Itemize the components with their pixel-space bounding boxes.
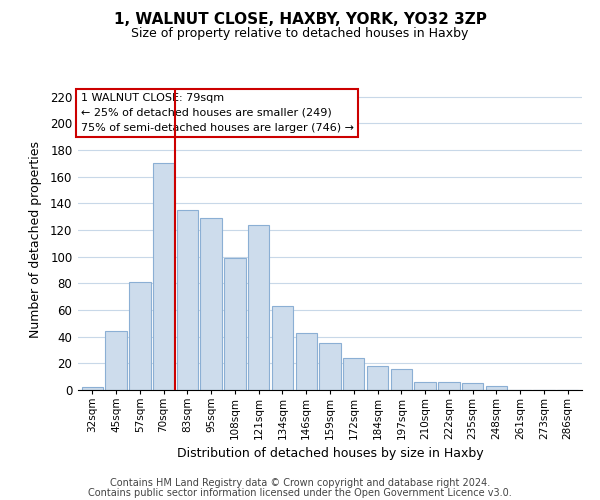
Bar	[367, 366, 388, 390]
Bar	[248, 224, 269, 390]
Text: 1, WALNUT CLOSE, HAXBY, YORK, YO32 3ZP: 1, WALNUT CLOSE, HAXBY, YORK, YO32 3ZP	[113, 12, 487, 28]
Text: Contains public sector information licensed under the Open Government Licence v3: Contains public sector information licen…	[88, 488, 512, 498]
Bar	[415, 382, 436, 390]
Text: Size of property relative to detached houses in Haxby: Size of property relative to detached ho…	[131, 28, 469, 40]
Bar	[319, 344, 341, 390]
Bar	[106, 332, 127, 390]
Bar	[129, 282, 151, 390]
X-axis label: Distribution of detached houses by size in Haxby: Distribution of detached houses by size …	[176, 448, 484, 460]
Bar	[272, 306, 293, 390]
Bar	[200, 218, 222, 390]
Bar	[224, 258, 245, 390]
Y-axis label: Number of detached properties: Number of detached properties	[29, 142, 42, 338]
Bar	[462, 384, 484, 390]
Bar	[296, 332, 317, 390]
Text: Contains HM Land Registry data © Crown copyright and database right 2024.: Contains HM Land Registry data © Crown c…	[110, 478, 490, 488]
Bar	[82, 388, 103, 390]
Bar	[343, 358, 364, 390]
Bar	[176, 210, 198, 390]
Bar	[486, 386, 507, 390]
Bar	[391, 368, 412, 390]
Bar	[153, 164, 174, 390]
Text: 1 WALNUT CLOSE: 79sqm
← 25% of detached houses are smaller (249)
75% of semi-det: 1 WALNUT CLOSE: 79sqm ← 25% of detached …	[80, 93, 353, 132]
Bar	[438, 382, 460, 390]
